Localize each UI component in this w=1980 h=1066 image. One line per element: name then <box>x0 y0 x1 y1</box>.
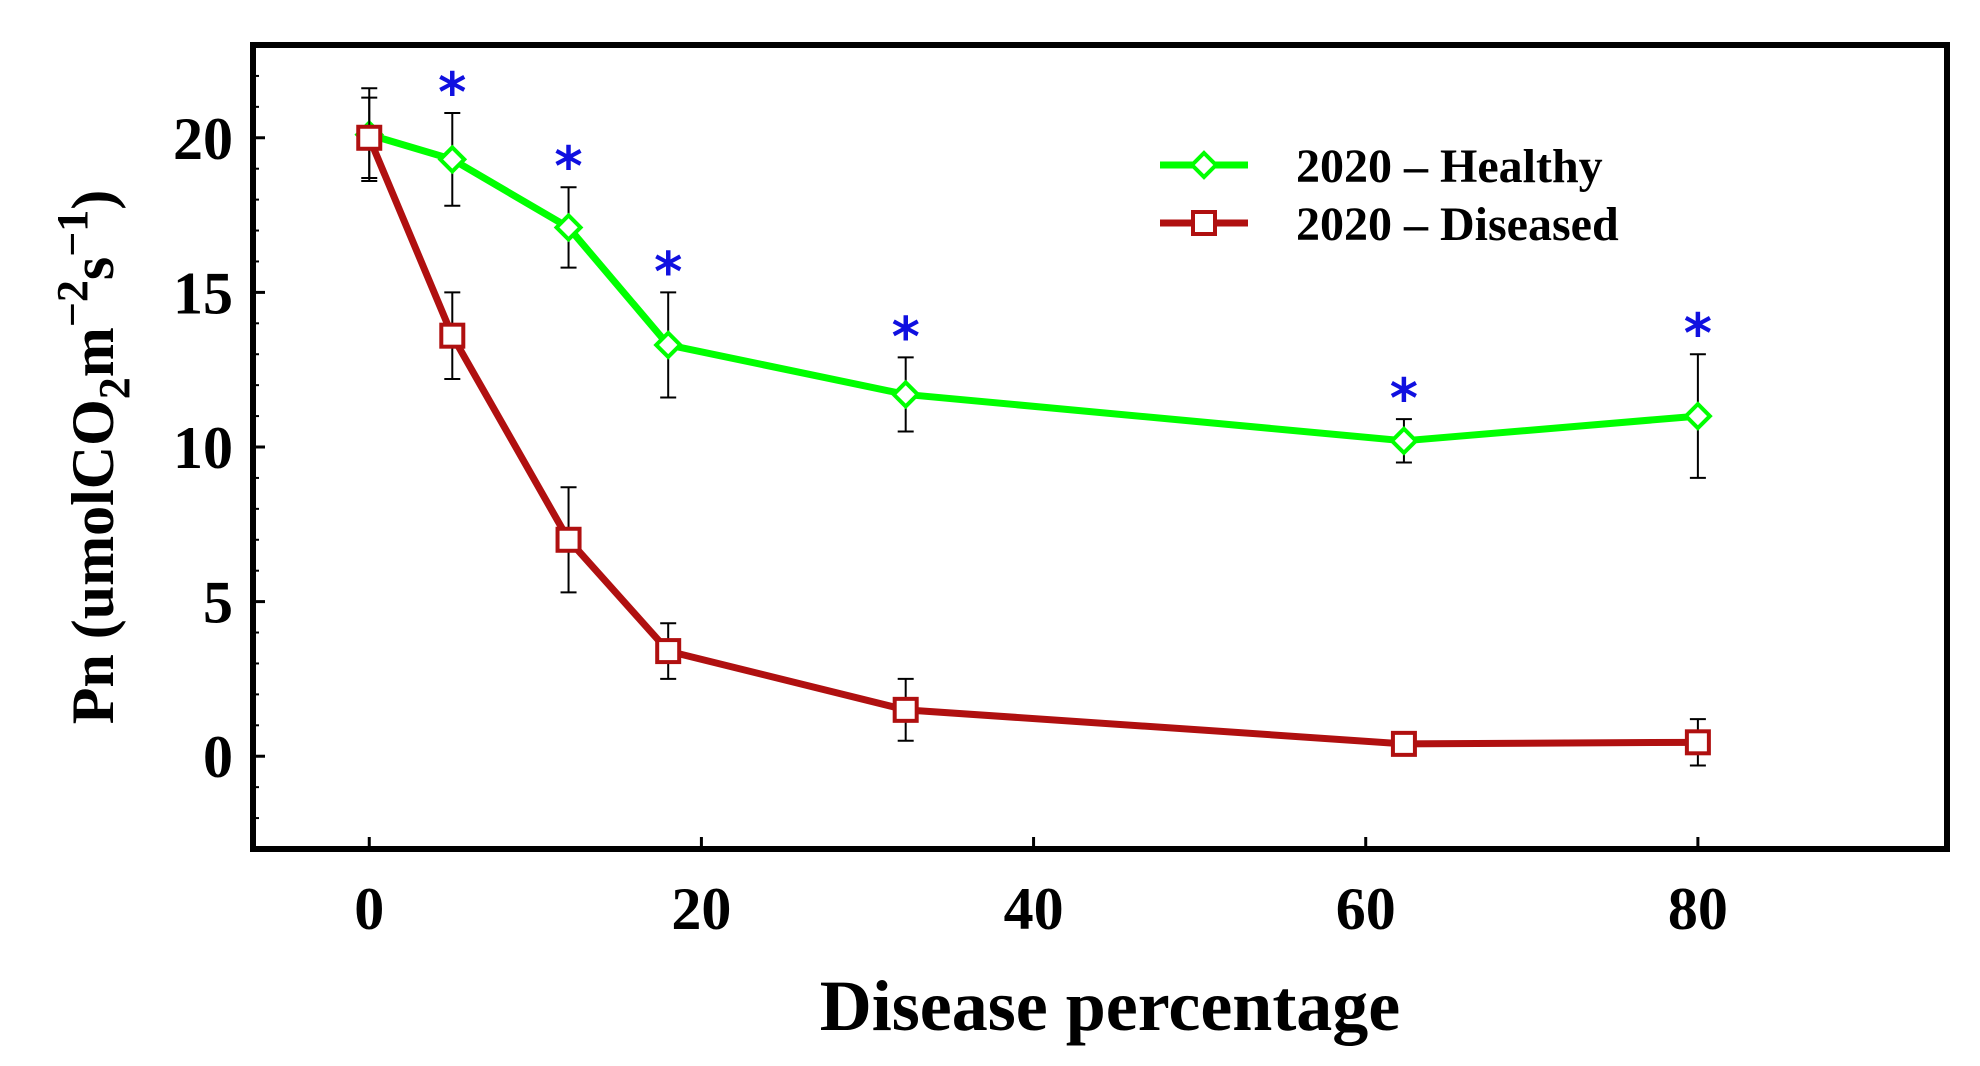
data-point <box>892 696 919 723</box>
significance-star: * <box>438 61 466 124</box>
legend-marker <box>1191 210 1217 236</box>
legend-item-diseased: 2020 – Diseased <box>1160 198 1619 251</box>
legend-label: 2020 – Healthy <box>1296 140 1603 193</box>
y-axis-label-part: m <box>60 327 126 377</box>
axes-layer: 0 20 40 60 80 0 5 10 15 20 Disease percentage Pn (u… <box>48 42 1950 1046</box>
data-point <box>437 144 468 175</box>
significance-star: * <box>654 240 682 303</box>
y-tick-label: 15 <box>173 260 233 326</box>
y-axis-label-part: Pn (umolCO <box>60 399 126 724</box>
series-healthy <box>354 87 1713 479</box>
significance-star: * <box>1684 302 1712 365</box>
data-point <box>890 379 921 410</box>
y-axis-label: Pn (umolCO2m−2s−1) <box>48 190 139 725</box>
significance-star: * <box>554 135 582 198</box>
data-point <box>553 212 584 243</box>
series-diseased <box>356 96 1711 767</box>
data-point <box>1684 729 1711 756</box>
y-axis-label-part: −2 <box>48 280 97 327</box>
y-axis-label-part: −1 <box>48 210 97 257</box>
y-axis-label-part: 2 <box>90 377 139 399</box>
data-point <box>356 124 383 151</box>
significance-star: * <box>1390 367 1418 430</box>
plot-frame <box>250 42 1950 852</box>
x-tick-label: 80 <box>1668 876 1728 942</box>
y-tick-label: 20 <box>173 106 233 172</box>
data-point <box>1390 730 1417 757</box>
x-tick-label: 40 <box>1004 876 1064 942</box>
y-tick-label: 10 <box>173 415 233 481</box>
legend-label: 2020 – Diseased <box>1296 198 1619 251</box>
data-point <box>653 330 684 360</box>
data-point <box>655 638 682 665</box>
x-tick-label: 0 <box>354 876 384 942</box>
x-axis-label: Disease percentage <box>820 966 1401 1046</box>
y-tick-label: 0 <box>203 724 233 790</box>
data-point <box>555 526 582 553</box>
legend-marker <box>1189 150 1219 180</box>
x-tick-label: 60 <box>1336 876 1396 942</box>
significance-star: * <box>892 305 920 368</box>
x-tick-label: 20 <box>671 876 731 942</box>
y-axis-label-part: s <box>60 257 126 280</box>
annotation-layer: * * * * * * <box>438 61 1712 430</box>
data-point <box>1683 401 1713 431</box>
y-axis-label-part: ) <box>60 190 126 210</box>
data-point <box>439 322 466 349</box>
legend-item-healthy: 2020 – Healthy <box>1160 140 1603 193</box>
data-point <box>1389 425 1419 456</box>
y-tick-label: 5 <box>203 570 233 636</box>
series-layer <box>354 87 1713 767</box>
